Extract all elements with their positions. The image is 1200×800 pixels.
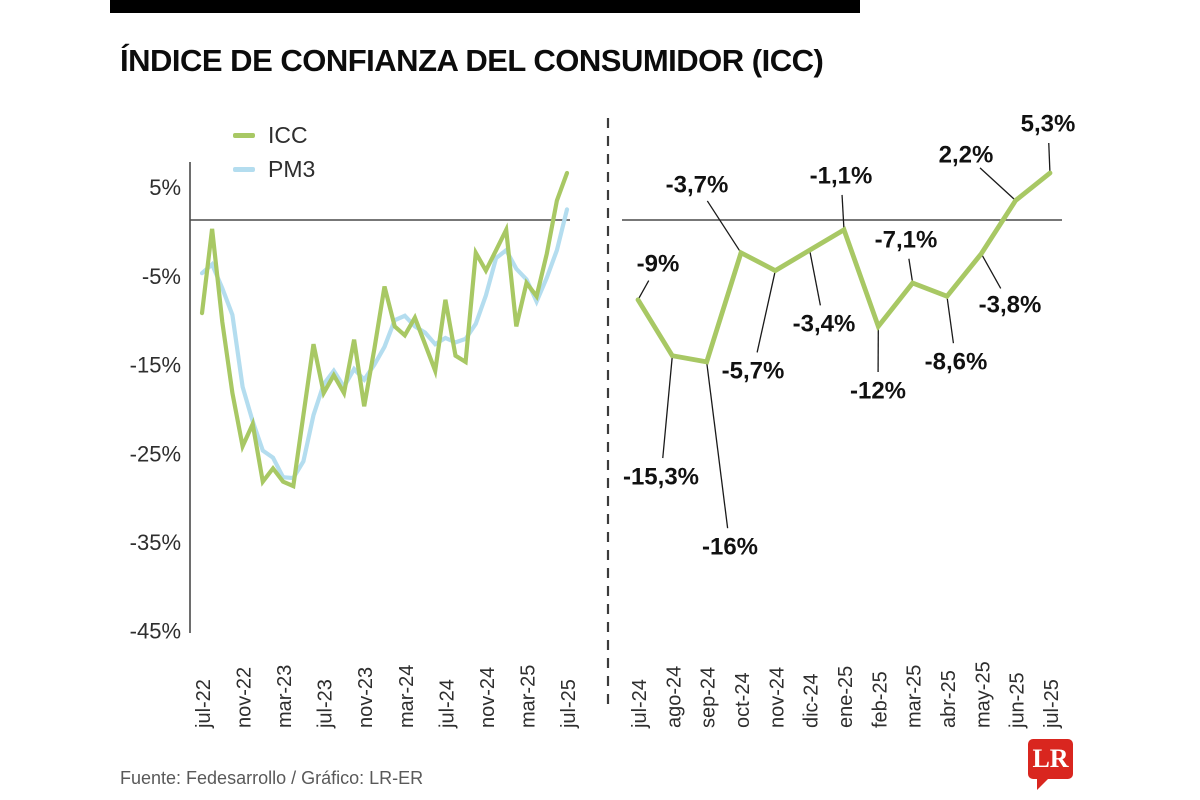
left-y-tick-label: -5%	[142, 264, 181, 289]
data-point-label: 5,3%	[1021, 111, 1076, 138]
legend-item-pm3: PM3	[233, 152, 315, 186]
right-x-tick-label: dic-24	[801, 674, 823, 728]
lr-logo: LR	[1028, 739, 1073, 790]
data-point-label: -15,3%	[623, 464, 699, 491]
right-x-tick-label: ago-24	[663, 666, 685, 728]
data-point-label: -9%	[637, 251, 680, 278]
page-title: ÍNDICE DE CONFIANZA DEL CONSUMIDOR (ICC)	[120, 42, 824, 78]
annotation-leader-line	[809, 250, 822, 306]
left-x-tick-label: mar-23	[274, 665, 296, 728]
pm3-line-swatch-icon	[233, 166, 255, 172]
annotation-leader-line	[980, 253, 1002, 289]
right-x-tick-label: oct-24	[732, 672, 754, 728]
data-point-label: -7,1%	[875, 227, 938, 254]
icc-line-swatch-icon	[233, 132, 255, 138]
source-credit: Fuente: Fedesarrollo / Gráfico: LR-ER	[120, 768, 424, 788]
annotation-leader-line	[706, 361, 729, 529]
top-accent-bar	[110, 0, 860, 13]
left-y-tick-label: -15%	[130, 353, 181, 378]
chart-legend: ICC PM3	[233, 118, 315, 186]
right-x-tick-label: feb-25	[869, 671, 891, 728]
annotation-leader-line	[979, 167, 1017, 201]
data-point-label: -3,8%	[979, 292, 1042, 319]
left-x-tick-label: mar-25	[517, 665, 539, 728]
annotation-leader-line	[756, 270, 776, 353]
data-point-label: -3,4%	[793, 311, 856, 338]
right-x-tick-label: abr-25	[938, 670, 960, 728]
annotation-leader-line	[1048, 142, 1051, 174]
icc-line	[199, 170, 570, 490]
left-y-tick-label: -45%	[130, 619, 181, 644]
data-point-label: -8,6%	[925, 349, 988, 376]
legend-label-icc: ICC	[268, 121, 308, 148]
annotation-leader-line	[662, 355, 673, 459]
right-x-tick-label: nov-24	[766, 667, 788, 728]
left-x-tick-label: jul-25	[558, 679, 580, 729]
lr-logo-text: LR	[1032, 744, 1069, 773]
pm3-line	[199, 207, 570, 481]
right-x-tick-label: ene-25	[835, 666, 857, 728]
left-x-tick-label: nov-22	[234, 667, 256, 728]
left-x-tick-label: mar-24	[396, 665, 418, 728]
right-x-tick-label: may-25	[972, 661, 994, 728]
left-x-tick-label: nov-23	[355, 667, 377, 728]
data-point-label: 2,2%	[939, 142, 994, 169]
left-x-tick-label: jul-23	[315, 679, 337, 729]
legend-item-icc: ICC	[233, 118, 315, 152]
data-point-label: -16%	[702, 534, 758, 561]
annotation-leader-line	[637, 280, 650, 301]
data-point-label: -3,7%	[666, 172, 729, 199]
right-x-tick-label: jul-24	[629, 679, 651, 729]
icc-recent-line	[635, 170, 1053, 365]
annotation-leader-line	[946, 296, 955, 344]
legend-label-pm3: PM3	[268, 155, 316, 182]
left-x-tick-label: jul-24	[436, 679, 458, 729]
left-y-tick-label: -35%	[130, 530, 181, 555]
annotation-leader-line	[908, 258, 914, 284]
left-y-tick-label: -25%	[130, 441, 181, 466]
right-x-tick-label: mar-25	[904, 665, 926, 728]
right-x-tick-label: jul-25	[1041, 679, 1063, 729]
data-point-label: -1,1%	[810, 163, 873, 190]
left-x-tick-label: nov-24	[477, 667, 499, 728]
data-point-label: -12%	[850, 378, 906, 405]
right-x-tick-label: sep-24	[698, 667, 720, 728]
left-y-tick-label: 5%	[149, 175, 181, 200]
annotation-leader-line	[841, 194, 845, 230]
right-x-tick-label: jun-25	[1007, 672, 1029, 729]
annotation-leader-line	[706, 200, 742, 254]
left-x-tick-label: jul-22	[193, 679, 215, 729]
data-point-label: -5,7%	[722, 358, 785, 385]
